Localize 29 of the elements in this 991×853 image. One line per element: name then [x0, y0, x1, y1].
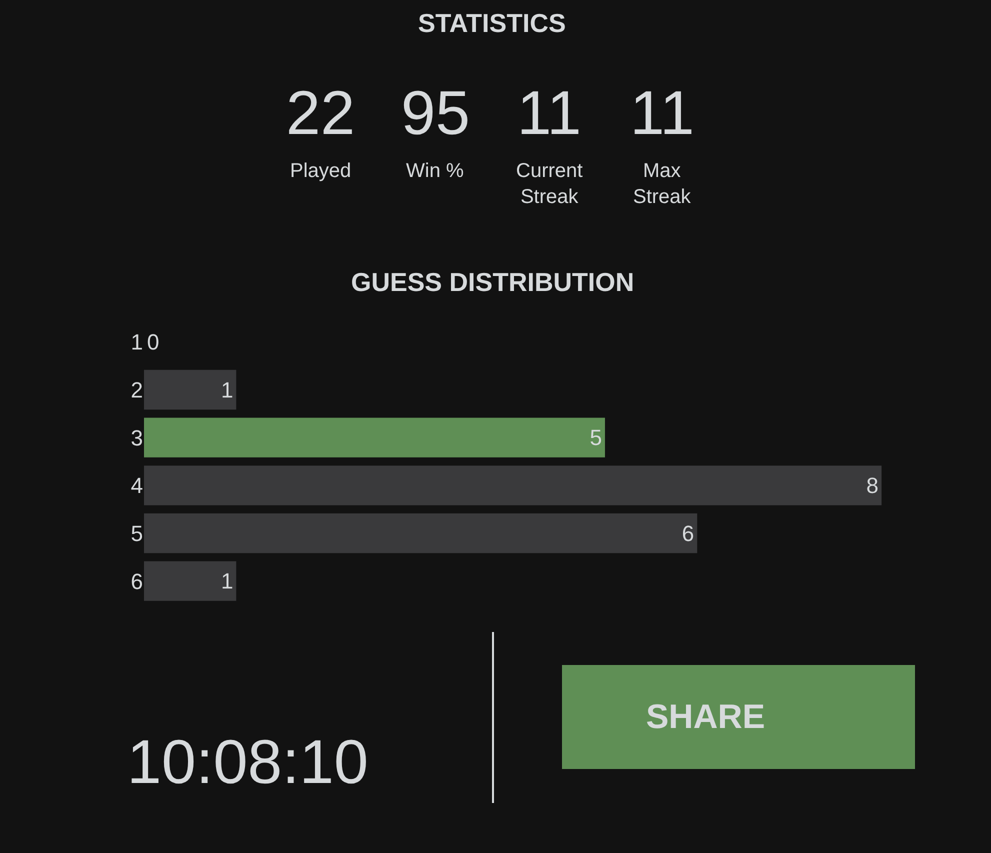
y-tick-label: 6 [130, 568, 143, 594]
y-tick-label: 2 [130, 377, 143, 402]
data-label: 1 [220, 568, 234, 594]
data-label: 0 [147, 329, 160, 354]
text: Current Streak [516, 160, 584, 208]
text: 95 [401, 79, 470, 148]
y-tick-label: 5 [130, 520, 143, 546]
y-tick-label: 4 [130, 473, 143, 498]
text: Played [290, 160, 352, 182]
bar [144, 561, 236, 601]
text: Win % [406, 160, 464, 182]
bar [144, 370, 236, 410]
bar [144, 418, 605, 458]
chart-subtitle: GUESS DISTRIBUTION [351, 267, 634, 297]
bar [144, 513, 698, 554]
text: SHARE [646, 698, 766, 736]
bar [144, 466, 882, 506]
text: 10:08:10 [127, 728, 368, 797]
data-label: 6 [682, 520, 694, 546]
text: Max Streak [633, 160, 692, 208]
data-label: 8 [866, 472, 879, 498]
y-tick-label: 1 [130, 330, 143, 355]
chart-title: STATISTICS [418, 8, 566, 38]
data-label: 5 [590, 425, 602, 450]
text: 11 [517, 79, 582, 148]
y-tick-label: 3 [130, 425, 143, 450]
data-label: 1 [220, 377, 234, 402]
text: 11 [630, 79, 694, 148]
text: 22 [286, 79, 355, 148]
